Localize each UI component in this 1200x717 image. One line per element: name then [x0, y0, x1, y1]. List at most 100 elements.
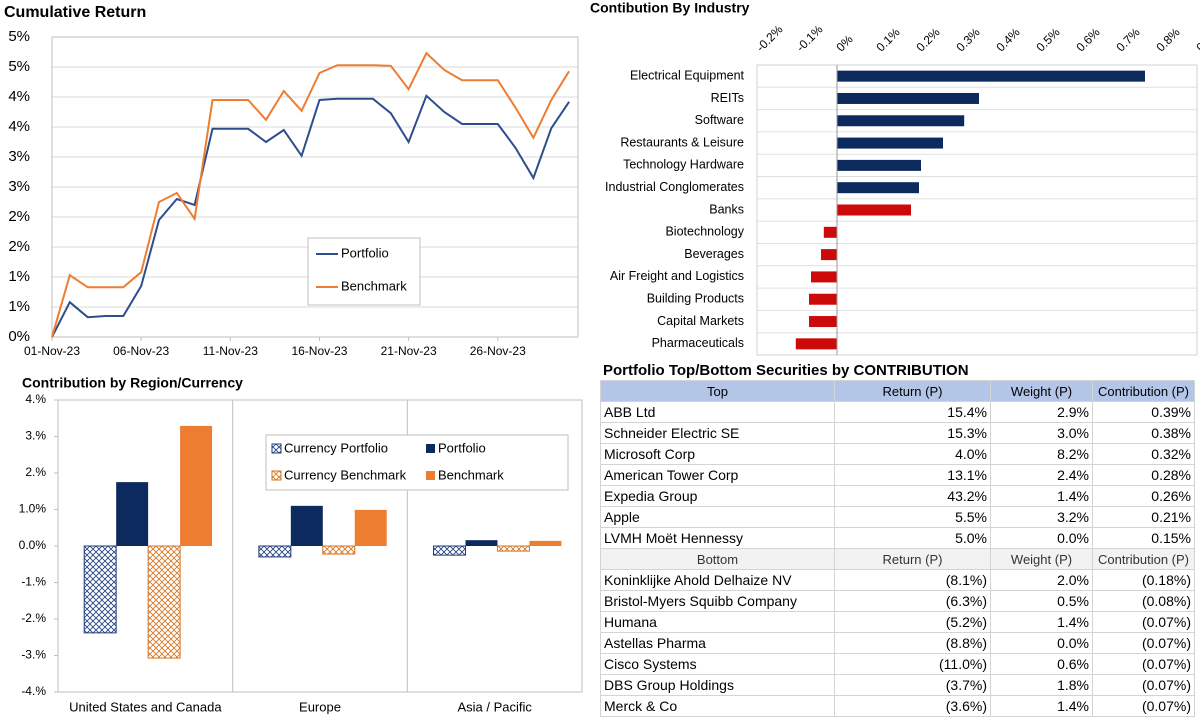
bar: [322, 545, 356, 555]
table-cell: 0.32%: [1092, 443, 1195, 465]
bar: [837, 204, 911, 216]
table-cell: 0.38%: [1092, 422, 1195, 444]
x-tick-label: 16-Nov-23: [291, 344, 347, 358]
table-cell: (6.3%): [834, 590, 991, 612]
legend-swatch: [271, 470, 282, 481]
table-cell: (5.2%): [834, 611, 991, 633]
y-tick-label: -1.%: [21, 575, 46, 589]
table-cell: 43.2%: [834, 485, 991, 507]
y-tick-label: 3%: [8, 148, 30, 165]
bar: [258, 545, 292, 558]
x-tick-label: 0.7%: [1113, 25, 1142, 54]
y-tick-label: 3%: [8, 178, 30, 195]
x-tick-label: 21-Nov-23: [381, 344, 437, 358]
x-tick-label: 06-Nov-23: [113, 344, 169, 358]
y-tick-label: 0%: [8, 328, 30, 345]
legend-box: [307, 237, 421, 306]
table-cell: 0.0%: [990, 632, 1093, 654]
legend-box: [265, 434, 569, 491]
table-cell: 0.6%: [990, 653, 1093, 675]
table-cell: Humana: [600, 611, 835, 633]
table-cell: 1.4%: [990, 485, 1093, 507]
y-tick-label: 2.%: [25, 465, 46, 479]
table-cell: 2.4%: [990, 464, 1093, 486]
series-line: [51, 94, 570, 338]
bar: [823, 226, 837, 238]
bar: [354, 509, 387, 546]
table-row: Bristol-Myers Squibb Company (6.3%) 0.5% (0…: [600, 590, 1195, 612]
table-cell: 2.9%: [990, 401, 1093, 423]
category-label: Capital Markets: [657, 314, 744, 328]
table-cell: LVMH Moët Hennessy: [600, 527, 835, 549]
y-tick-label: 5%: [8, 28, 30, 45]
table-title: Portfolio Top/Bottom Securities by CONTR…: [603, 362, 969, 379]
legend-swatch: [271, 443, 282, 454]
table-cell: Bottom: [600, 548, 835, 570]
table-row: Top Return (P) Weight (P) Contribution (P): [600, 380, 1195, 402]
x-tick-label: 0%: [833, 32, 855, 54]
table-row: Bottom Return (P) Weight (P) Contribution (…: [600, 548, 1195, 570]
bar: [116, 482, 149, 546]
bar: [809, 316, 837, 328]
x-tick-label: 0.4%: [993, 25, 1022, 54]
table-cell: Contribution (P): [1092, 380, 1195, 402]
y-tick-label: 4.%: [25, 392, 46, 406]
table-cell: Cisco Systems: [600, 653, 835, 675]
bar: [821, 249, 837, 261]
x-tick-label: 0.8%: [1153, 25, 1182, 54]
table-cell: Weight (P): [990, 380, 1093, 402]
bar: [837, 182, 919, 194]
bar: [465, 540, 498, 546]
table-cell: 4.0%: [834, 443, 991, 465]
bar: [290, 505, 323, 546]
x-tick-label: 0.2%: [913, 25, 942, 54]
bar: [795, 338, 837, 350]
table-cell: Return (P): [834, 380, 991, 402]
table-cell: 3.0%: [990, 422, 1093, 444]
x-tick-label: -0.1%: [793, 22, 825, 54]
table-cell: Astellas Pharma: [600, 632, 835, 654]
table-cell: 0.0%: [990, 527, 1093, 549]
category-label: Technology Hardware: [623, 158, 744, 172]
securities-table: Top Return (P) Weight (P) Contribution (P) A…: [600, 380, 1195, 717]
plot-border: [51, 36, 579, 338]
y-tick-label: 5%: [8, 58, 30, 75]
table-cell: Microsoft Corp: [600, 443, 835, 465]
category-label: Banks: [709, 202, 744, 216]
bar: [180, 425, 213, 546]
table-cell: 3.2%: [990, 506, 1093, 528]
bar: [496, 545, 530, 552]
plot-border: [756, 64, 1198, 356]
table-row: Schneider Electric SE 15.3% 3.0% 0.38%: [600, 422, 1195, 444]
table-cell: (11.0%): [834, 653, 991, 675]
x-tick-label: 0.1%: [873, 25, 902, 54]
x-tick-label: 26-Nov-23: [470, 344, 526, 358]
table-cell: 15.3%: [834, 422, 991, 444]
table-cell: Top: [600, 380, 835, 402]
table-cell: 5.5%: [834, 506, 991, 528]
table-cell: 0.26%: [1092, 485, 1195, 507]
plot-border: [57, 399, 583, 693]
table-row: Expedia Group 43.2% 1.4% 0.26%: [600, 485, 1195, 507]
category-label: Biotechnology: [665, 225, 744, 239]
table-cell: Weight (P): [990, 548, 1093, 570]
bar: [433, 545, 466, 556]
y-tick-label: -2.%: [21, 611, 46, 625]
legend-label: Currency Benchmark: [284, 467, 407, 482]
x-tick-label: 01-Nov-23: [24, 344, 80, 358]
x-tick-label: Asia / Pacific: [457, 699, 532, 714]
table-cell: 2.0%: [990, 569, 1093, 591]
table-cell: (8.8%): [834, 632, 991, 654]
legend-swatch: [426, 444, 435, 453]
y-tick-label: 2%: [8, 208, 30, 225]
bar: [529, 540, 562, 546]
y-tick-label: -3.%: [21, 648, 46, 662]
legend-label: Currency Portfolio: [284, 440, 388, 455]
table-cell: 15.4%: [834, 401, 991, 423]
table-cell: 0.28%: [1092, 464, 1195, 486]
x-tick-label: Europe: [299, 699, 341, 714]
bar: [811, 271, 837, 283]
table-cell: (0.18%): [1092, 569, 1195, 591]
chart-title: Cumulative Return: [4, 4, 146, 21]
